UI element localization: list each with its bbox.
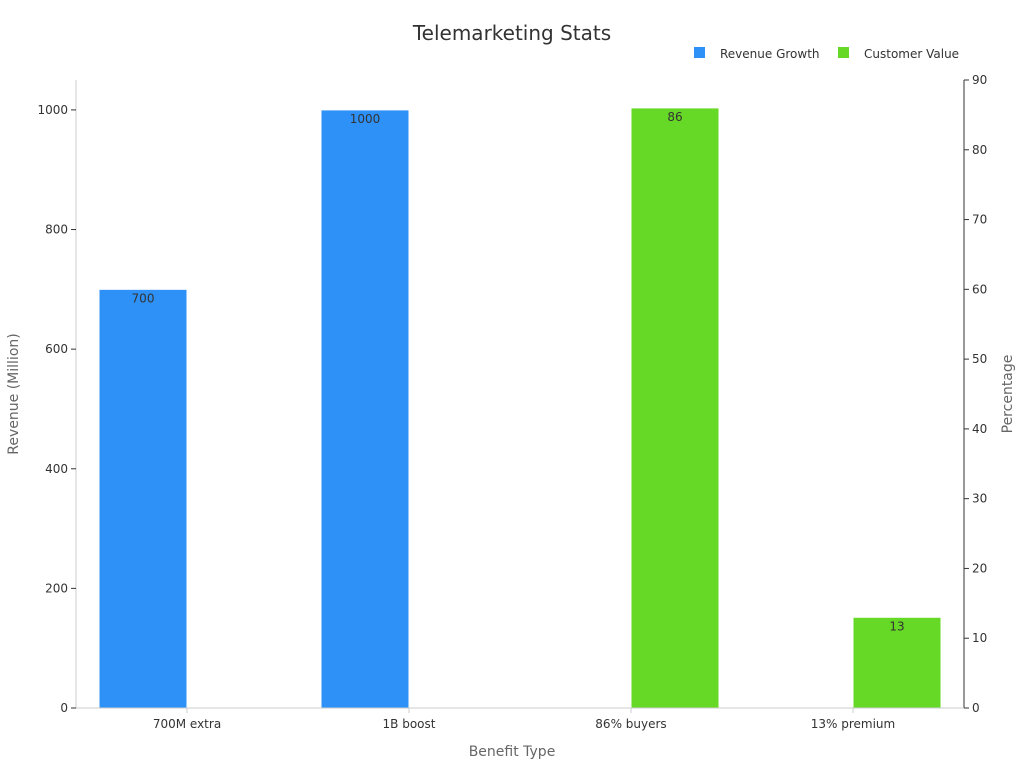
left-tick-label: 200 bbox=[45, 581, 68, 595]
plot-area: 700 1000 86 13 bbox=[98, 107, 942, 709]
right-y-axis-title: Percentage bbox=[1000, 355, 1016, 434]
right-tick-label: 10 bbox=[972, 631, 987, 645]
data-label-1b-boost: 1000 bbox=[350, 112, 381, 126]
right-tick-label: 0 bbox=[972, 701, 980, 715]
left-tick-label: 400 bbox=[45, 462, 68, 476]
left-tick-label: 0 bbox=[60, 701, 68, 715]
x-tick-label-13-premium: 13% premium bbox=[811, 717, 895, 731]
x-axis: 700M extra 1B boost 86% buyers 13% premium bbox=[76, 707, 964, 731]
left-tick-label: 800 bbox=[45, 223, 68, 237]
data-label-86-buyers: 86 bbox=[667, 110, 682, 124]
legend-label-revenue-growth: Revenue Growth bbox=[720, 47, 820, 61]
bar-1b-boost bbox=[320, 109, 410, 709]
x-tick-label-86-buyers: 86% buyers bbox=[595, 717, 666, 731]
left-y-axis-title: Revenue (Million) bbox=[6, 333, 22, 454]
x-axis-title: Benefit Type bbox=[469, 744, 556, 760]
bar-86-buyers bbox=[630, 107, 720, 709]
left-tick-label: 1000 bbox=[37, 103, 68, 117]
right-tick-label: 80 bbox=[972, 143, 987, 157]
right-y-axis: 0 10 20 30 40 50 60 70 80 90 bbox=[963, 73, 987, 715]
right-tick-label: 90 bbox=[972, 73, 987, 87]
legend-label-customer-value: Customer Value bbox=[864, 47, 959, 61]
right-tick-label: 40 bbox=[972, 422, 987, 436]
left-tick-label: 600 bbox=[45, 342, 68, 356]
right-tick-label: 30 bbox=[972, 492, 987, 506]
left-y-axis: 0 200 400 600 800 1000 bbox=[37, 80, 77, 715]
right-tick-label: 50 bbox=[972, 352, 987, 366]
right-tick-label: 20 bbox=[972, 561, 987, 575]
legend: Revenue Growth Customer Value bbox=[694, 47, 959, 61]
chart-title: Telemarketing Stats bbox=[412, 21, 611, 45]
bar-700m-extra bbox=[98, 288, 188, 709]
legend-swatch-customer-value bbox=[838, 47, 849, 58]
data-label-13-premium: 13 bbox=[889, 619, 904, 633]
x-tick-label-1b-boost: 1B boost bbox=[383, 717, 436, 731]
legend-swatch-revenue-growth bbox=[694, 47, 705, 58]
data-label-700m-extra: 700 bbox=[132, 291, 155, 305]
x-tick-label-700m-extra: 700M extra bbox=[153, 717, 221, 731]
right-tick-label: 60 bbox=[972, 282, 987, 296]
right-tick-label: 70 bbox=[972, 213, 987, 227]
bar-13-premium bbox=[852, 616, 942, 709]
